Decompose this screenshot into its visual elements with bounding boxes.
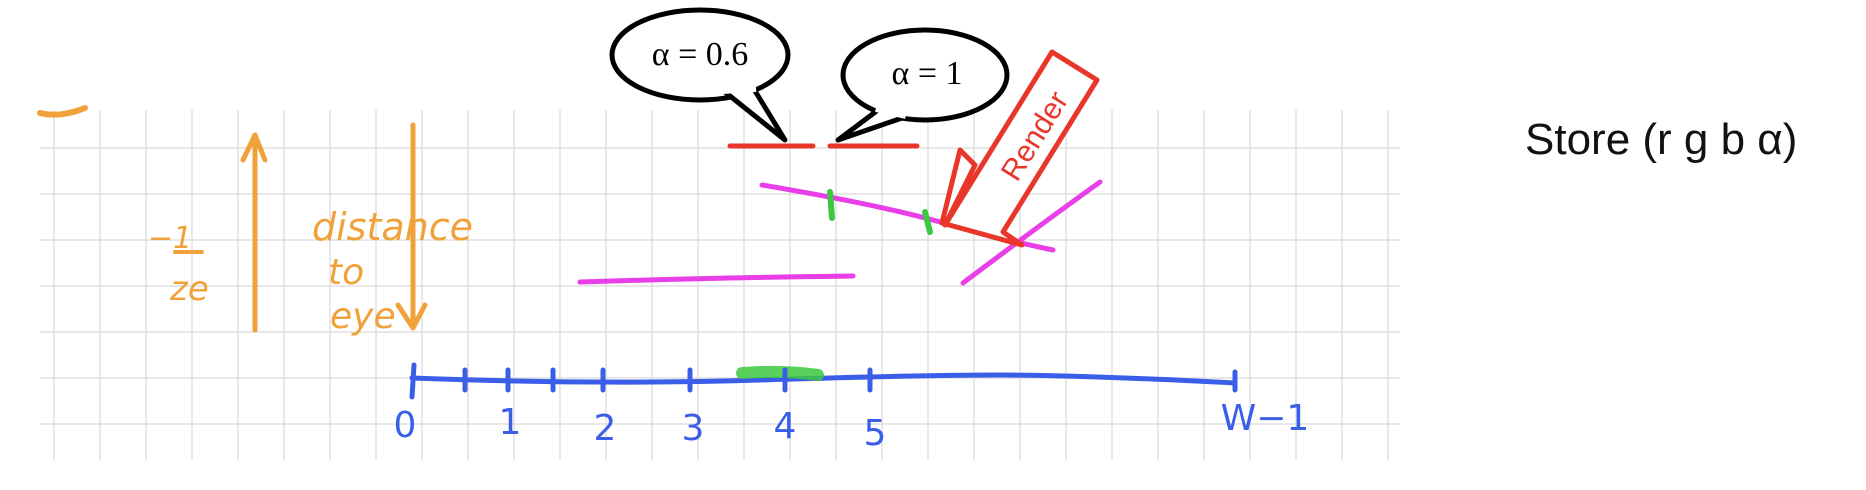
alpha-0-6-bubble: α = 0.6: [609, 7, 791, 143]
tick-label-2: 2: [594, 408, 617, 449]
tick-label-4: 4: [774, 406, 797, 447]
to-word: to: [328, 252, 364, 293]
green-mark-b: [922, 209, 933, 235]
axis-end-label: W−1: [1221, 398, 1310, 439]
alpha-0-6-label: α = 0.6: [652, 36, 749, 73]
magenta-lower-line: [577, 273, 856, 285]
magenta-crossing-line: [960, 179, 1103, 286]
store-rgba-caption: Store (r g b α): [1525, 115, 1798, 164]
pixel-axis-line: [409, 372, 1238, 386]
axis-tick-labels: 0 1 2 3 4 5 W−1: [394, 398, 1310, 454]
orange-smudge: [37, 105, 88, 118]
tick-label-0: 0: [394, 405, 417, 446]
pixel-4-highlight: [736, 365, 824, 381]
eye-word: eye: [330, 296, 396, 337]
axis-ticks: [462, 367, 873, 393]
distance-word: distance: [312, 205, 473, 249]
alpha-1-bubble: α = 1: [835, 27, 1010, 143]
alpha-1-label: α = 1: [892, 55, 963, 92]
green-mark-a: [827, 189, 835, 221]
graph-paper-grid: [40, 110, 1400, 460]
axis-left-cap: [409, 362, 417, 400]
tick-label-5: 5: [864, 413, 887, 454]
z-e-label: ze: [169, 269, 209, 309]
depth-up-arrow: [240, 132, 268, 333]
distance-down-arrow: [395, 122, 428, 331]
tick-label-1: 1: [499, 402, 522, 443]
tick-label-3: 3: [682, 408, 705, 449]
